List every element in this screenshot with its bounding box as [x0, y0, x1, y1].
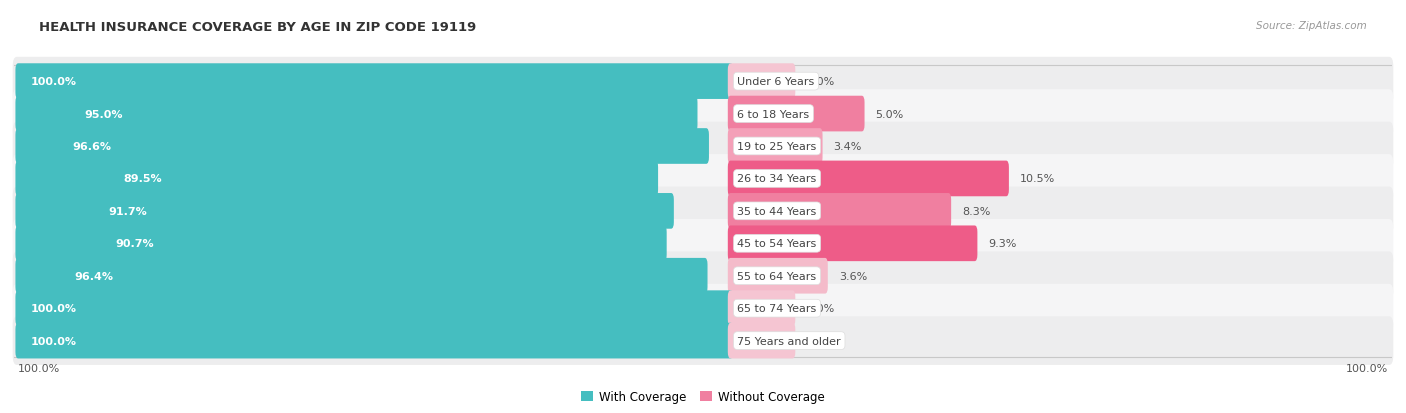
Text: 100.0%: 100.0%: [1346, 363, 1388, 373]
FancyBboxPatch shape: [13, 219, 1393, 268]
FancyBboxPatch shape: [15, 64, 734, 100]
Text: 45 to 54 Years: 45 to 54 Years: [738, 239, 817, 249]
FancyBboxPatch shape: [13, 155, 1393, 203]
Text: 35 to 44 Years: 35 to 44 Years: [738, 206, 817, 216]
FancyBboxPatch shape: [15, 323, 734, 358]
Text: 91.7%: 91.7%: [108, 206, 146, 216]
FancyBboxPatch shape: [728, 258, 828, 294]
Text: 95.0%: 95.0%: [84, 109, 122, 119]
Text: 100.0%: 100.0%: [31, 304, 76, 313]
Text: 10.5%: 10.5%: [1019, 174, 1054, 184]
Text: 75 Years and older: 75 Years and older: [738, 336, 841, 346]
Text: 0.0%: 0.0%: [807, 304, 835, 313]
Text: Source: ZipAtlas.com: Source: ZipAtlas.com: [1256, 21, 1367, 31]
Text: 5.0%: 5.0%: [876, 109, 904, 119]
FancyBboxPatch shape: [15, 161, 658, 197]
Text: 9.3%: 9.3%: [988, 239, 1017, 249]
FancyBboxPatch shape: [728, 323, 796, 358]
FancyBboxPatch shape: [728, 194, 950, 229]
FancyBboxPatch shape: [728, 291, 796, 326]
Text: 100.0%: 100.0%: [31, 77, 76, 87]
Legend: With Coverage, Without Coverage: With Coverage, Without Coverage: [576, 385, 830, 408]
FancyBboxPatch shape: [728, 129, 823, 164]
Text: Under 6 Years: Under 6 Years: [738, 77, 814, 87]
Text: 100.0%: 100.0%: [18, 363, 60, 373]
FancyBboxPatch shape: [13, 90, 1393, 138]
FancyBboxPatch shape: [13, 58, 1393, 106]
FancyBboxPatch shape: [728, 97, 865, 132]
FancyBboxPatch shape: [728, 226, 977, 261]
Text: 19 to 25 Years: 19 to 25 Years: [738, 142, 817, 152]
FancyBboxPatch shape: [13, 187, 1393, 236]
FancyBboxPatch shape: [13, 316, 1393, 365]
Text: 55 to 64 Years: 55 to 64 Years: [738, 271, 817, 281]
Text: 3.6%: 3.6%: [839, 271, 868, 281]
FancyBboxPatch shape: [15, 258, 707, 294]
FancyBboxPatch shape: [728, 161, 1010, 197]
FancyBboxPatch shape: [13, 252, 1393, 300]
Text: 89.5%: 89.5%: [124, 174, 162, 184]
Text: 0.0%: 0.0%: [807, 77, 835, 87]
Text: 3.4%: 3.4%: [834, 142, 862, 152]
Text: 6 to 18 Years: 6 to 18 Years: [738, 109, 810, 119]
FancyBboxPatch shape: [13, 284, 1393, 333]
FancyBboxPatch shape: [15, 129, 709, 164]
Text: HEALTH INSURANCE COVERAGE BY AGE IN ZIP CODE 19119: HEALTH INSURANCE COVERAGE BY AGE IN ZIP …: [39, 21, 477, 33]
Text: 100.0%: 100.0%: [31, 336, 76, 346]
Text: 0.0%: 0.0%: [807, 336, 835, 346]
FancyBboxPatch shape: [15, 226, 666, 261]
Text: 90.7%: 90.7%: [115, 239, 153, 249]
FancyBboxPatch shape: [15, 291, 734, 326]
FancyBboxPatch shape: [13, 122, 1393, 171]
FancyBboxPatch shape: [728, 64, 796, 100]
FancyBboxPatch shape: [15, 97, 697, 132]
Text: 65 to 74 Years: 65 to 74 Years: [738, 304, 817, 313]
Text: 96.4%: 96.4%: [75, 271, 114, 281]
Text: 8.3%: 8.3%: [962, 206, 991, 216]
Text: 96.6%: 96.6%: [73, 142, 112, 152]
FancyBboxPatch shape: [15, 194, 673, 229]
Text: 26 to 34 Years: 26 to 34 Years: [738, 174, 817, 184]
